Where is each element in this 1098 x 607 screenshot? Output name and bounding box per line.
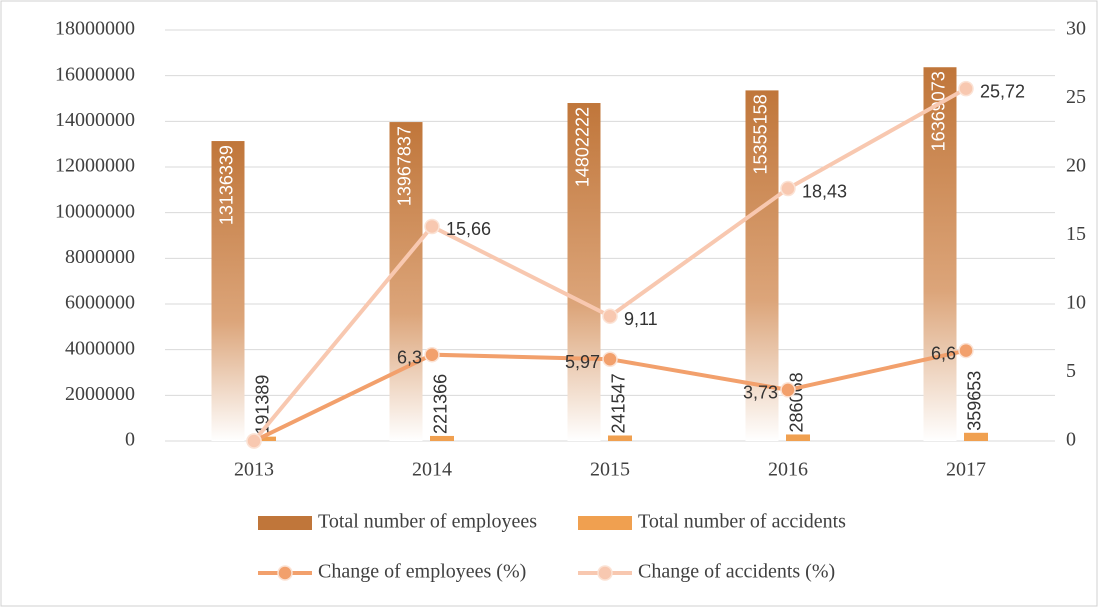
bar-value-label: 359653 bbox=[965, 371, 985, 431]
y-tick-label: 0 bbox=[125, 429, 135, 451]
bar-value-label: 191389 bbox=[253, 375, 273, 435]
line-value-label: 6,3 bbox=[397, 347, 422, 367]
y2-tick-label: 0 bbox=[1066, 429, 1076, 451]
line-value-label: 6,6 bbox=[931, 343, 956, 363]
y-tick-label: 18000000 bbox=[55, 18, 135, 40]
bar bbox=[923, 67, 957, 441]
bar-value-label: 241547 bbox=[609, 373, 629, 433]
line-point bbox=[780, 382, 796, 398]
bar-value-label: 286068 bbox=[787, 372, 807, 432]
line-point bbox=[424, 346, 440, 363]
bar-value-label: 13136339 bbox=[217, 145, 237, 225]
line-point bbox=[424, 218, 440, 235]
bar bbox=[211, 141, 245, 441]
y-tick-label: 8000000 bbox=[65, 246, 135, 268]
line-point bbox=[958, 342, 974, 359]
y2-tick-label: 15 bbox=[1066, 223, 1086, 245]
legend-label: Total number of accidents bbox=[638, 511, 846, 533]
x-tick-label: 2016 bbox=[768, 459, 808, 481]
bar-value-label: 221366 bbox=[431, 374, 451, 434]
line-point bbox=[602, 308, 618, 324]
bar-value-label: 16369073 bbox=[929, 71, 949, 151]
y2-tick-label: 30 bbox=[1066, 18, 1086, 40]
legend-label: Change of employees (%) bbox=[318, 561, 526, 583]
y-tick-label: 4000000 bbox=[65, 337, 135, 359]
bar-value-label: 15355158 bbox=[751, 94, 771, 174]
bar bbox=[964, 432, 988, 441]
legend-marker bbox=[277, 565, 293, 581]
line-point bbox=[958, 80, 974, 97]
bar bbox=[252, 436, 276, 441]
y-tick-label: 12000000 bbox=[55, 155, 135, 177]
line-value-label: 25,72 bbox=[980, 81, 1025, 101]
y-tick-label: 6000000 bbox=[65, 292, 135, 314]
line-value-label: 18,43 bbox=[802, 181, 847, 201]
y-tick-label: 2000000 bbox=[65, 383, 135, 405]
line-point bbox=[246, 433, 262, 449]
y2-tick-label: 5 bbox=[1066, 360, 1076, 382]
x-tick-label: 2013 bbox=[234, 459, 274, 481]
line-value-label: 3,73 bbox=[743, 383, 778, 403]
x-tick-label: 2015 bbox=[590, 459, 630, 481]
bar bbox=[430, 435, 454, 441]
y2-tick-label: 25 bbox=[1066, 86, 1086, 108]
x-tick-label: 2014 bbox=[412, 459, 452, 481]
line-point bbox=[780, 180, 796, 197]
bar bbox=[567, 103, 601, 441]
line-value-label: 9,11 bbox=[624, 309, 658, 329]
y2-tick-label: 10 bbox=[1066, 292, 1086, 314]
bar bbox=[608, 435, 632, 441]
legend-swatch bbox=[258, 516, 312, 530]
legend-marker bbox=[597, 565, 613, 581]
legend-label: Change of accidents (%) bbox=[638, 561, 835, 583]
bar bbox=[389, 122, 423, 441]
bar bbox=[786, 434, 810, 441]
y-tick-label: 14000000 bbox=[55, 109, 135, 131]
legend-swatch bbox=[578, 516, 632, 530]
y2-tick-label: 20 bbox=[1066, 155, 1086, 177]
y-tick-label: 10000000 bbox=[55, 200, 135, 222]
line-point bbox=[602, 351, 618, 367]
bar-value-label: 13967837 bbox=[395, 126, 415, 206]
y-tick-label: 16000000 bbox=[55, 63, 135, 85]
bar-value-label: 14802222 bbox=[573, 107, 593, 187]
legend-label: Total number of employees bbox=[318, 511, 537, 533]
line-value-label: 5,97 bbox=[565, 352, 600, 372]
line-value-label: 15,66 bbox=[446, 219, 491, 239]
x-tick-label: 2017 bbox=[946, 459, 986, 481]
